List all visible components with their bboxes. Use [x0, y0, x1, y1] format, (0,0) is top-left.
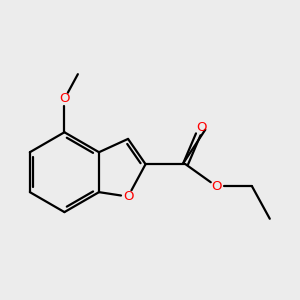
Text: O: O	[59, 92, 70, 106]
Text: O: O	[123, 190, 133, 203]
Text: O: O	[196, 121, 206, 134]
Text: O: O	[211, 180, 222, 193]
